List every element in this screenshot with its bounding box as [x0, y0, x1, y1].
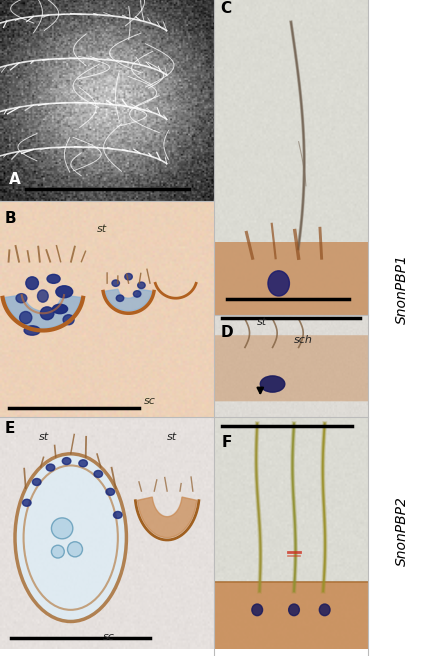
Ellipse shape	[51, 545, 64, 558]
Ellipse shape	[52, 304, 68, 314]
Circle shape	[260, 376, 285, 392]
Text: SnonPBP2: SnonPBP2	[395, 497, 409, 566]
Text: st: st	[96, 224, 107, 234]
Polygon shape	[105, 289, 152, 311]
FancyBboxPatch shape	[211, 582, 371, 654]
Ellipse shape	[63, 315, 74, 325]
Ellipse shape	[79, 460, 87, 467]
Ellipse shape	[51, 518, 73, 539]
Ellipse shape	[56, 286, 73, 298]
Ellipse shape	[24, 326, 40, 335]
Ellipse shape	[112, 280, 120, 287]
Ellipse shape	[19, 312, 32, 323]
Text: D: D	[220, 325, 233, 340]
Ellipse shape	[138, 282, 145, 289]
Ellipse shape	[319, 604, 330, 616]
Polygon shape	[5, 295, 81, 328]
FancyBboxPatch shape	[214, 243, 368, 315]
Ellipse shape	[26, 277, 38, 289]
FancyBboxPatch shape	[206, 335, 375, 401]
Ellipse shape	[62, 458, 71, 464]
Ellipse shape	[116, 295, 124, 302]
Text: sc: sc	[103, 632, 115, 642]
Text: sc: sc	[143, 396, 156, 405]
Text: SnonPBP1: SnonPBP1	[395, 254, 409, 323]
Text: st: st	[38, 432, 49, 442]
Ellipse shape	[16, 294, 27, 303]
Ellipse shape	[67, 542, 83, 557]
Ellipse shape	[125, 274, 132, 280]
Ellipse shape	[289, 604, 299, 616]
Text: E: E	[4, 421, 15, 436]
Text: F: F	[222, 435, 232, 450]
Ellipse shape	[46, 464, 55, 471]
Text: st: st	[167, 432, 177, 442]
Ellipse shape	[106, 488, 114, 495]
Text: st: st	[257, 317, 267, 327]
Ellipse shape	[47, 274, 60, 283]
Ellipse shape	[32, 478, 41, 485]
Ellipse shape	[15, 454, 127, 621]
Ellipse shape	[133, 291, 141, 297]
Text: sch: sch	[294, 335, 313, 345]
Ellipse shape	[38, 290, 48, 302]
Ellipse shape	[252, 604, 263, 616]
Text: B: B	[4, 211, 16, 226]
Ellipse shape	[94, 470, 102, 478]
Text: A: A	[9, 173, 20, 188]
Ellipse shape	[22, 499, 31, 506]
Polygon shape	[137, 497, 197, 538]
Ellipse shape	[268, 271, 289, 296]
Ellipse shape	[40, 307, 54, 319]
Text: C: C	[220, 1, 232, 16]
Ellipse shape	[114, 512, 122, 518]
